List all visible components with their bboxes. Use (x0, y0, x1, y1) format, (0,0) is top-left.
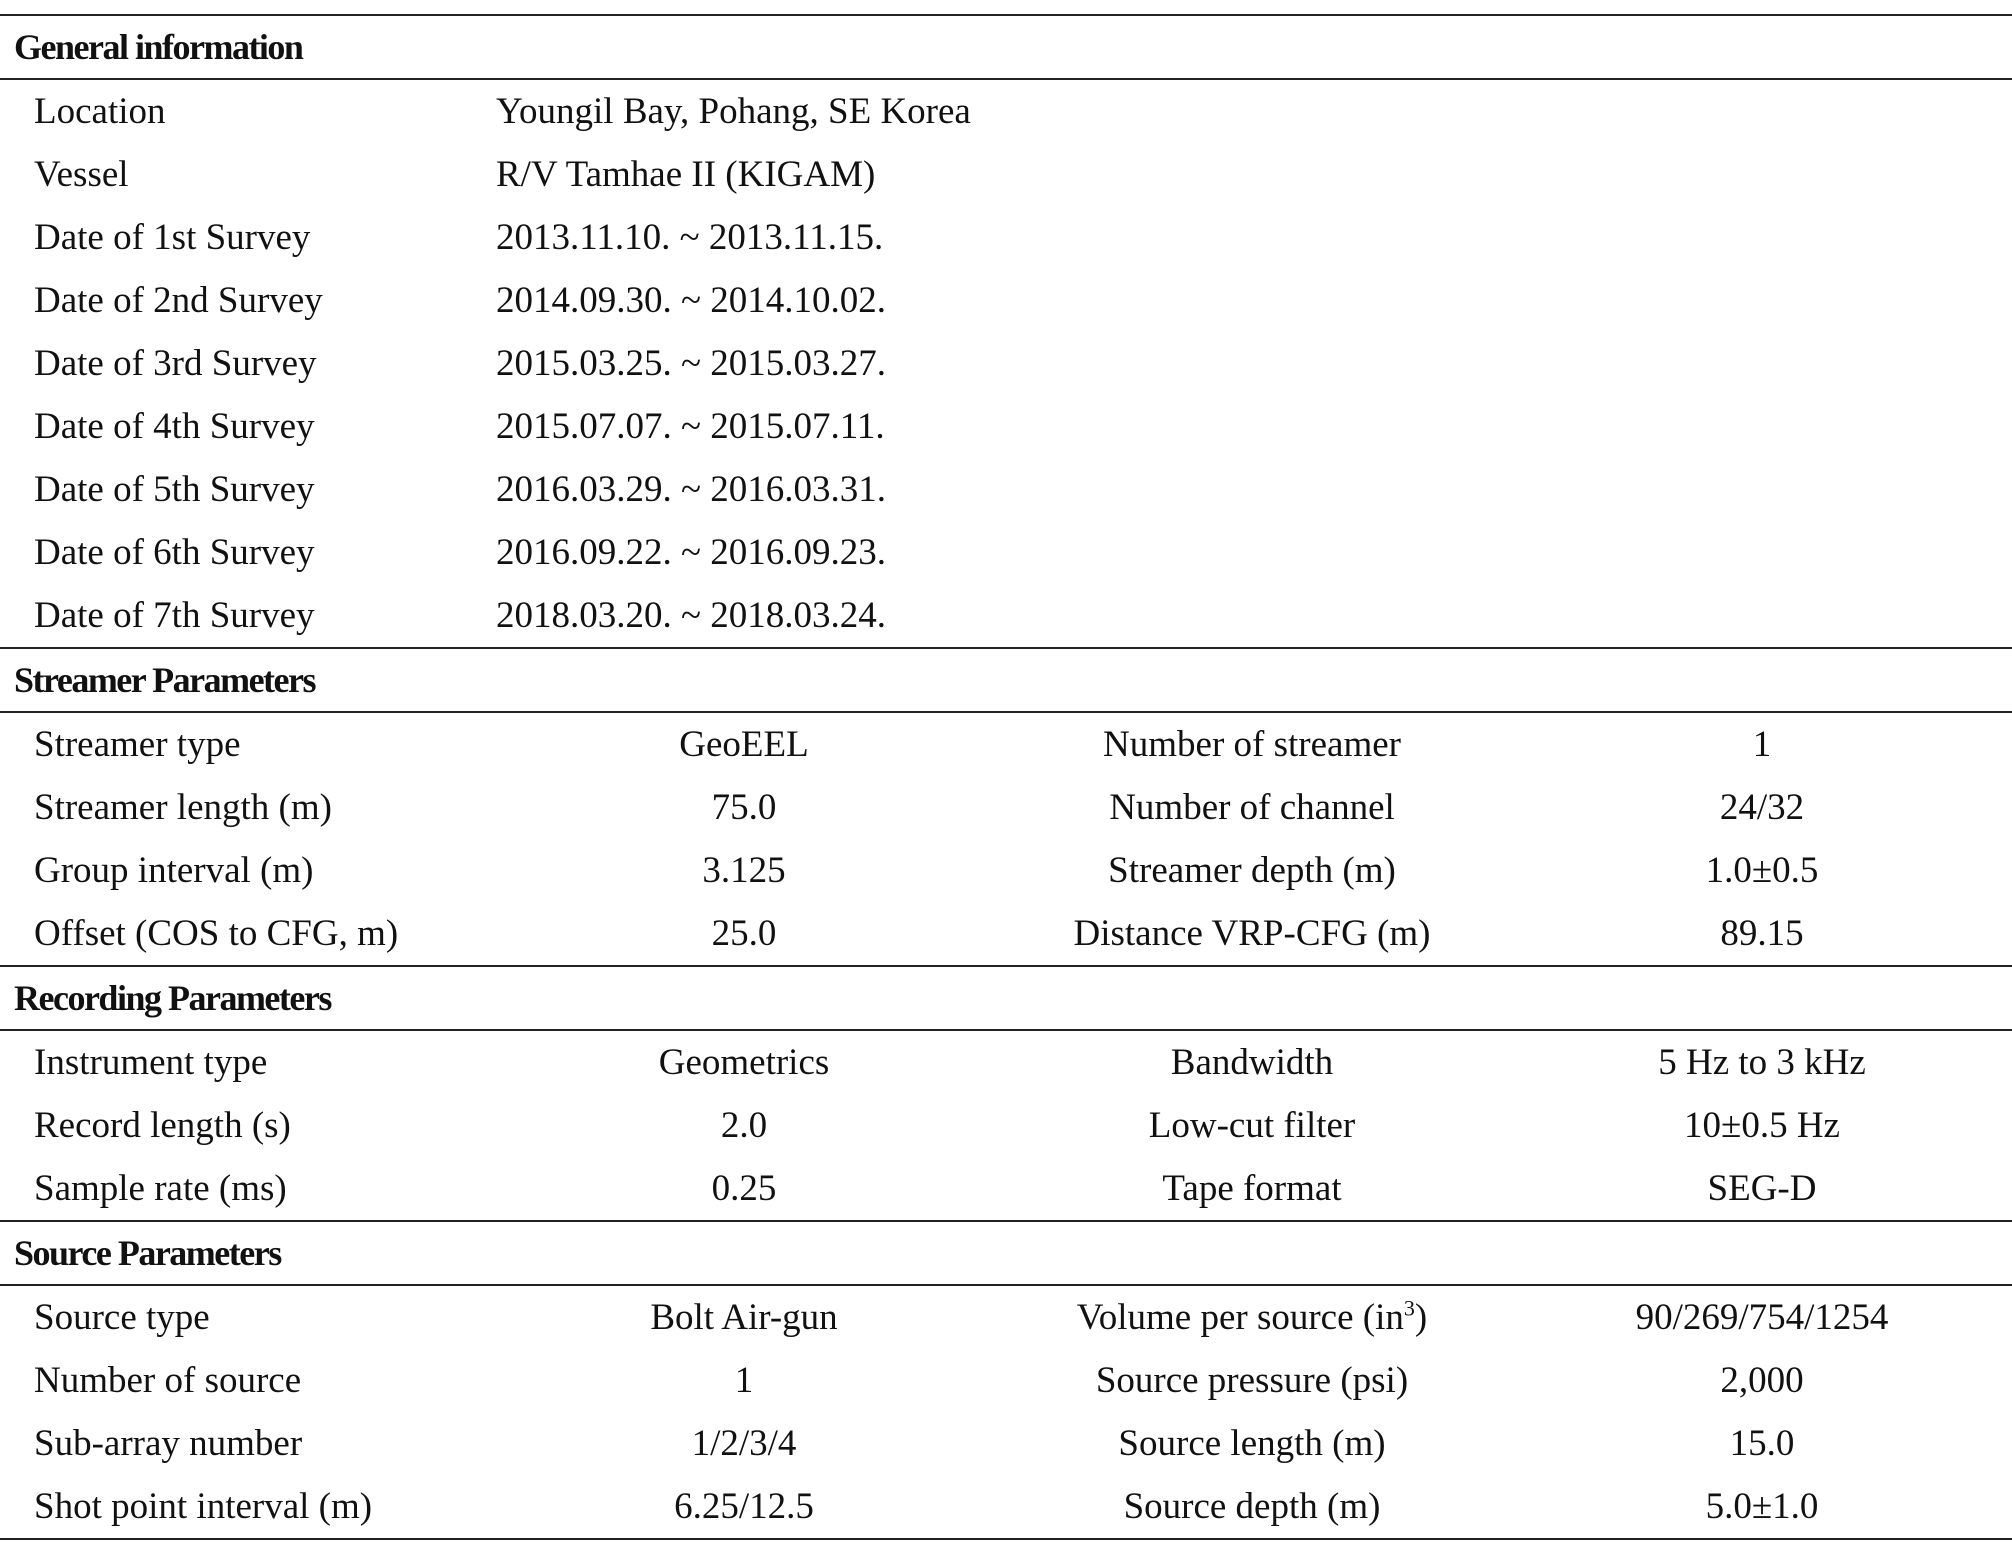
row-value: 2016.03.29. ~ 2016.03.31. (496, 469, 887, 510)
row-label: Date of 1st Survey (34, 217, 311, 258)
row-label: Vessel (34, 154, 129, 195)
param-value: 3.125 (702, 850, 786, 891)
param-value: SEG-D (1707, 1168, 1817, 1209)
section-title: Source Parameters (0, 1220, 2012, 1286)
section-header-general: General information (0, 14, 2012, 80)
row-label: Date of 3rd Survey (34, 343, 317, 384)
row-value: Youngil Bay, Pohang, SE Korea (496, 91, 971, 132)
section-header-streamer: Streamer Parameters (0, 647, 2012, 713)
param-value: 24/32 (1719, 787, 1805, 828)
row-label: Date of 4th Survey (34, 406, 315, 447)
table-row: Source type Bolt Air-gun Volume per sour… (0, 1285, 2012, 1349)
table-row: Number of source 1 Source pressure (psi)… (0, 1349, 2012, 1412)
row-label: Date of 6th Survey (34, 532, 315, 573)
param-value: 10±0.5 Hz (1684, 1105, 1840, 1146)
param-label: Source pressure (psi) (1095, 1360, 1409, 1401)
table-row: Streamer type GeoEEL Number of streamer … (0, 712, 2012, 776)
param-value: 0.25 (711, 1168, 777, 1209)
param-label: Source length (m) (1118, 1423, 1386, 1464)
param-label: Bandwidth (1170, 1042, 1334, 1083)
param-value: 89.15 (1720, 913, 1804, 954)
row-value: R/V Tamhae II (KIGAM) (496, 154, 876, 195)
param-label: Streamer type (34, 724, 241, 765)
section-header-recording: Recording Parameters (0, 965, 2012, 1031)
param-value: Bolt Air-gun (650, 1297, 838, 1338)
param-label: Streamer depth (m) (1108, 850, 1396, 891)
survey-parameters-page: General information Location Youngil Bay… (0, 14, 2012, 1540)
param-label: Low-cut filter (1148, 1105, 1356, 1146)
param-label: Number of streamer (1103, 724, 1401, 765)
row-value: 2014.09.30. ~ 2014.10.02. (496, 280, 887, 321)
param-value: 2,000 (1720, 1360, 1804, 1401)
survey-parameters-table: General information Location Youngil Bay… (0, 14, 2012, 1540)
param-value: Geometrics (658, 1042, 830, 1083)
param-label: Group interval (m) (34, 850, 314, 891)
param-label: Source depth (m) (992, 1475, 1512, 1540)
section-title: General information (0, 14, 2012, 80)
row-value: 2016.09.22. ~ 2016.09.23. (496, 532, 887, 573)
param-label: Shot point interval (m) (0, 1475, 496, 1540)
table-row: Sub-array number 1/2/3/4 Source length (… (0, 1412, 2012, 1475)
table-row: Date of 1st Survey 2013.11.10. ~ 2013.11… (0, 206, 2012, 269)
table-row: Group interval (m) 3.125 Streamer depth … (0, 839, 2012, 902)
section-title: Recording Parameters (0, 965, 2012, 1031)
table-row: Streamer length (m) 75.0 Number of chann… (0, 776, 2012, 839)
row-label: Date of 7th Survey (34, 595, 315, 636)
table-row: Date of 7th Survey 2018.03.20. ~ 2018.03… (0, 584, 2012, 648)
section-header-source: Source Parameters (0, 1220, 2012, 1286)
row-value: 2013.11.10. ~ 2013.11.15. (496, 217, 884, 258)
param-label-volume: Volume per source (in3) (992, 1285, 1512, 1349)
param-label: Sub-array number (34, 1423, 303, 1464)
param-label: Record length (s) (34, 1105, 291, 1146)
param-label: Tape format (1162, 1168, 1342, 1209)
param-value: 90/269/754/1254 (1635, 1297, 1889, 1338)
param-value: 5.0±1.0 (1512, 1475, 2012, 1540)
section-title: Streamer Parameters (0, 647, 2012, 713)
table-row: Vessel R/V Tamhae II (KIGAM) (0, 143, 2012, 206)
param-value: 1.0±0.5 (1705, 850, 1819, 891)
param-value: 1/2/3/4 (691, 1423, 797, 1464)
row-value: 2018.03.20. ~ 2018.03.24. (496, 595, 887, 636)
table-row: Date of 3rd Survey 2015.03.25. ~ 2015.03… (0, 332, 2012, 395)
param-label-end: ) (1414, 1297, 1428, 1338)
table-row: Shot point interval (m) 6.25/12.5 Source… (0, 1475, 2012, 1540)
table-row: Location Youngil Bay, Pohang, SE Korea (0, 79, 2012, 143)
param-label-superscript: 3 (1403, 1295, 1415, 1321)
param-label: Number of source (34, 1360, 302, 1401)
param-label: Streamer length (m) (34, 787, 332, 828)
row-value: 2015.03.25. ~ 2015.03.27. (496, 343, 887, 384)
param-value: GeoEEL (679, 724, 809, 765)
param-label: Instrument type (34, 1042, 268, 1083)
table-row: Date of 6th Survey 2016.09.22. ~ 2016.09… (0, 521, 2012, 584)
table-row: Instrument type Geometrics Bandwidth 5 H… (0, 1030, 2012, 1094)
table-row: Date of 2nd Survey 2014.09.30. ~ 2014.10… (0, 269, 2012, 332)
param-value: 6.25/12.5 (496, 1475, 992, 1540)
param-value: 5 Hz to 3 kHz (1658, 1042, 1866, 1083)
param-value: 1 (734, 1360, 754, 1401)
table-row: Sample rate (ms) 0.25 Tape format SEG-D (0, 1157, 2012, 1221)
row-label: Date of 5th Survey (34, 469, 315, 510)
param-label: Source type (34, 1297, 210, 1338)
param-label: Number of channel (1109, 787, 1395, 828)
param-label: Distance VRP-CFG (m) (1073, 913, 1431, 954)
param-value: 15.0 (1729, 1423, 1795, 1464)
param-label: Sample rate (ms) (34, 1168, 287, 1209)
param-value: 75.0 (711, 787, 777, 828)
table-row: Date of 5th Survey 2016.03.29. ~ 2016.03… (0, 458, 2012, 521)
row-label: Location (34, 91, 166, 132)
row-label: Date of 2nd Survey (34, 280, 323, 321)
table-row: Date of 4th Survey 2015.07.07. ~ 2015.07… (0, 395, 2012, 458)
param-label: Offset (COS to CFG, m) (34, 913, 399, 954)
table-row: Record length (s) 2.0 Low-cut filter 10±… (0, 1094, 2012, 1157)
param-value: 2.0 (720, 1105, 768, 1146)
table-row: Offset (COS to CFG, m) 25.0 Distance VRP… (0, 902, 2012, 966)
param-value: 25.0 (711, 913, 777, 954)
param-value: 1 (1752, 724, 1772, 765)
row-value: 2015.07.07. ~ 2015.07.11. (496, 406, 885, 447)
param-label-main: Volume per source (in (1076, 1297, 1404, 1338)
